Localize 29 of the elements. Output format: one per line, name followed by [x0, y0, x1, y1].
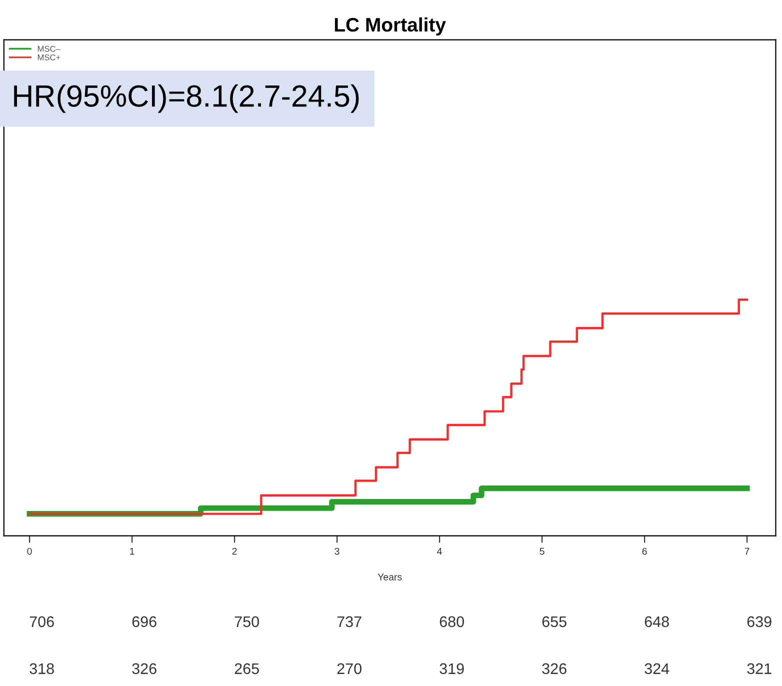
text: 648: [644, 616, 669, 628]
x-tick-label: 3: [334, 548, 340, 555]
text: 696: [132, 616, 156, 628]
legend-label: MSC–: [38, 46, 60, 52]
x-tick-label: 6: [642, 548, 647, 555]
x-tick-label: 0: [27, 548, 32, 555]
text: 706: [30, 616, 54, 628]
text: 680: [440, 616, 464, 628]
text: 737: [337, 616, 362, 628]
chart-title: LC Mortality: [334, 17, 446, 36]
text: 655: [542, 616, 566, 628]
text: 318: [30, 663, 54, 674]
text: 319: [440, 663, 464, 674]
text: 265: [234, 663, 259, 674]
text: 324: [644, 663, 670, 674]
x-tick-label: 7: [744, 548, 750, 555]
x-tick-label: 1: [130, 548, 134, 555]
x-tick-label: 2: [232, 548, 237, 555]
text: 321: [747, 663, 772, 674]
legend-label: MSC+: [38, 54, 60, 60]
text: 326: [132, 663, 156, 674]
text: 750: [234, 616, 259, 628]
text: 270: [337, 663, 362, 674]
text: 639: [747, 616, 772, 628]
text: 326: [542, 663, 566, 674]
x-tick-label: 5: [540, 548, 544, 555]
x-axis-title: Years: [378, 574, 402, 580]
x-tick-label: 4: [437, 548, 442, 555]
text: HR(95%CI)=8.1(2.7-24.5): [14, 84, 359, 113]
